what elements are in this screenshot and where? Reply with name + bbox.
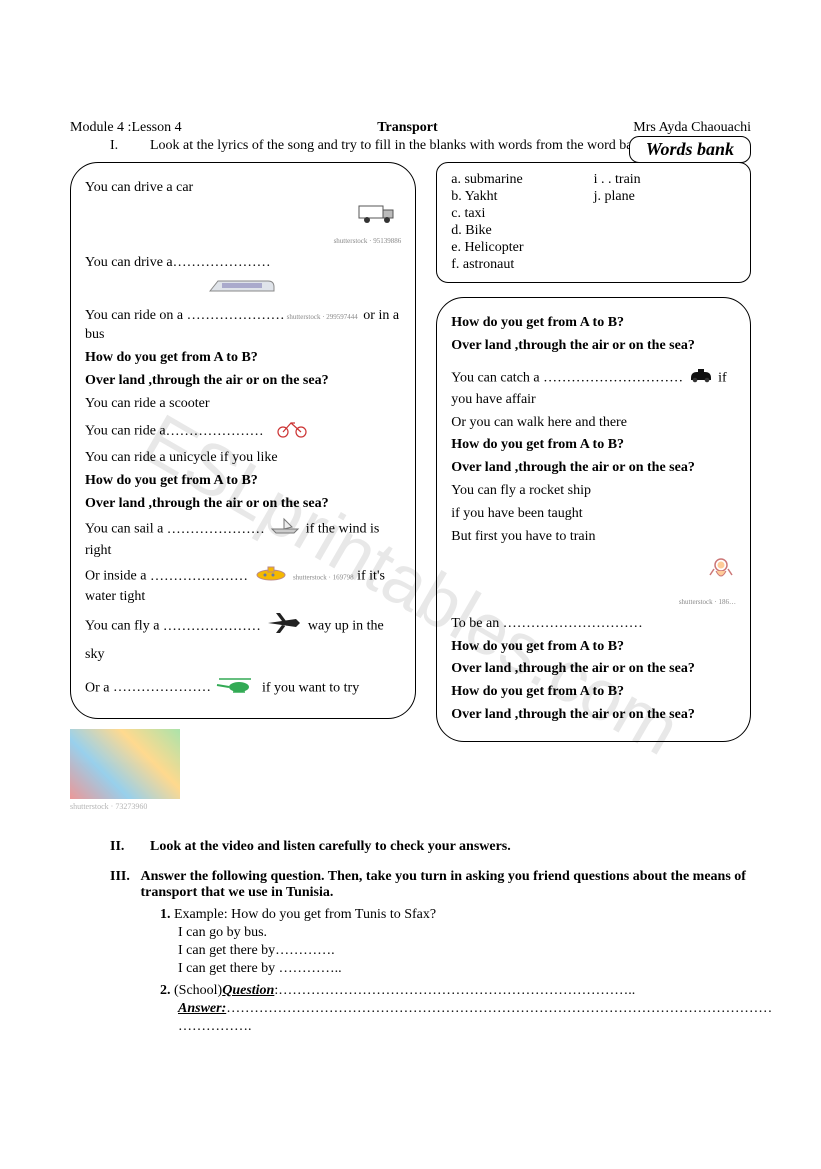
words-bank-col-2: i . . train j. plane xyxy=(594,171,736,274)
word-item: i . . train xyxy=(594,172,736,188)
words-bank-col-1: a. submarine b. Yakht c. taxi d. Bike e.… xyxy=(451,171,593,274)
lyric-line: You can fly a way up in the xyxy=(85,611,401,642)
transport-collage-image xyxy=(70,729,180,799)
word-item: c. taxi xyxy=(451,206,593,222)
chorus-line: Over land ,through the air or on the sea… xyxy=(85,372,401,391)
chorus-line: Over land ,through the air or on the sea… xyxy=(451,660,736,679)
section-2-instruction: II. Look at the video and listen careful… xyxy=(70,839,751,855)
lyric-line: You can catch a ………………………… if you have a… xyxy=(451,366,736,410)
taxi-icon xyxy=(687,366,715,391)
image-credit: shutterstock · 186… xyxy=(679,598,736,606)
lyric-line: You can ride a xyxy=(85,418,401,445)
word-item: j. plane xyxy=(594,189,736,205)
plane-icon xyxy=(264,611,304,642)
lyric-line: sky xyxy=(85,646,401,665)
q2-answer-dots: ……………………………………………………………………………………………………… xyxy=(226,1001,772,1016)
section-1-number: I. xyxy=(110,138,150,154)
q2-number: 2. xyxy=(160,983,171,998)
lyric-line: Or you can walk here and there xyxy=(451,414,736,433)
word-item: d. Bike xyxy=(451,223,593,239)
chorus-line: How do you get from A to B? xyxy=(451,314,736,333)
worksheet-page: Module 4 :Lesson 4 Transport Mrs Ayda Ch… xyxy=(0,0,821,1077)
chorus-line: Over land ,through the air or on the sea… xyxy=(451,337,736,356)
words-bank-label: Words bank xyxy=(629,136,751,163)
chorus-line: How do you get from A to B? xyxy=(451,436,736,455)
q2-label: (School) xyxy=(174,983,222,998)
word-item: b. Yakht xyxy=(451,189,593,205)
word-item: a. submarine xyxy=(451,172,593,188)
q2-dots: :………………………………………………………………….. xyxy=(274,983,635,998)
lyric-line: To be an ………………………… xyxy=(451,615,736,634)
words-bank-box: a. submarine b. Yakht c. taxi d. Bike e.… xyxy=(436,162,751,283)
q1-answer: I can get there by…………. xyxy=(160,943,751,959)
chorus-line: How do you get from A to B? xyxy=(85,349,401,368)
lyrics-box-left: You can drive a car shutterstock · 95139… xyxy=(70,162,416,719)
train-icon xyxy=(208,277,278,304)
lyric-line: You can drive a xyxy=(85,254,401,273)
question-1: 1. Example: How do you get from Tunis to… xyxy=(70,907,751,977)
section-2-number: II. xyxy=(110,839,150,855)
q2-question-word: Question xyxy=(222,983,274,998)
lyrics-box-right: How do you get from A to B? Over land ,t… xyxy=(436,297,751,742)
header-right: Mrs Ayda Chaouachi xyxy=(633,120,751,136)
chorus-line: How do you get from A to B? xyxy=(451,683,736,702)
q1-answer: I can go by bus. xyxy=(160,925,751,941)
chorus-line: Over land ,through the air or on the sea… xyxy=(85,495,401,514)
lyric-line: You can ride a scooter xyxy=(85,395,401,414)
astronaut-icon xyxy=(706,555,736,592)
header-left: Module 4 :Lesson 4 xyxy=(70,120,182,136)
chorus-line: How do you get from A to B? xyxy=(451,638,736,657)
section-3-number: III. xyxy=(110,869,140,901)
chorus-line: How do you get from A to B? xyxy=(85,472,401,491)
lyric-line: You can ride on a shutterstock · 2995974… xyxy=(85,307,401,345)
lyric-line: Or a if you want to try xyxy=(85,675,401,702)
yacht-icon xyxy=(268,517,302,542)
page-title: Transport xyxy=(377,120,437,136)
page-header: Module 4 :Lesson 4 Transport Mrs Ayda Ch… xyxy=(70,120,751,136)
chorus-line: Over land ,through the air or on the sea… xyxy=(451,459,736,478)
question-2: 2. (School)Question:……………………………………………………… xyxy=(70,983,751,1035)
lyric-line: Or inside a shutterstock · 169798 if it'… xyxy=(85,565,401,607)
submarine-icon xyxy=(251,565,289,588)
section-2-text: Look at the video and listen carefully t… xyxy=(150,839,511,855)
image-credit: shutterstock · 95139886 xyxy=(334,237,402,245)
section-3-text: Answer the following question. Then, tak… xyxy=(140,869,751,901)
section-1-text: Look at the lyrics of the song and try t… xyxy=(150,138,650,154)
lyric-line: if you have been taught xyxy=(451,505,736,524)
q1-answer: I can get there by ………….. xyxy=(160,961,751,977)
word-item: e. Helicopter xyxy=(451,240,593,256)
word-item: f. astronaut xyxy=(451,257,593,273)
lyric-line: But first you have to train xyxy=(451,528,736,547)
q2-answer-dots-2: ……………. xyxy=(160,1019,751,1035)
helicopter-icon xyxy=(215,675,259,702)
lyric-line: You can fly a rocket ship xyxy=(451,482,736,501)
words-bank-container: Words bank a. submarine b. Yakht c. taxi… xyxy=(436,162,751,283)
bike-icon xyxy=(275,418,309,445)
lyric-line: You can sail a if the wind is right xyxy=(85,517,401,561)
truck-icon xyxy=(357,202,401,231)
q1-example: Example: How do you get from Tunis to Sf… xyxy=(174,907,436,922)
q1-number: 1. xyxy=(160,907,171,922)
lyric-line: You can drive a car xyxy=(85,179,401,198)
lyric-line: You can ride a unicycle if you like xyxy=(85,449,401,468)
section-3-instruction: III. Answer the following question. Then… xyxy=(70,869,751,901)
image-credit: shutterstock · 169798 xyxy=(293,574,354,582)
q2-answer-word: Answer: xyxy=(178,1001,226,1016)
chorus-line: Over land ,through the air or on the sea… xyxy=(451,706,736,725)
